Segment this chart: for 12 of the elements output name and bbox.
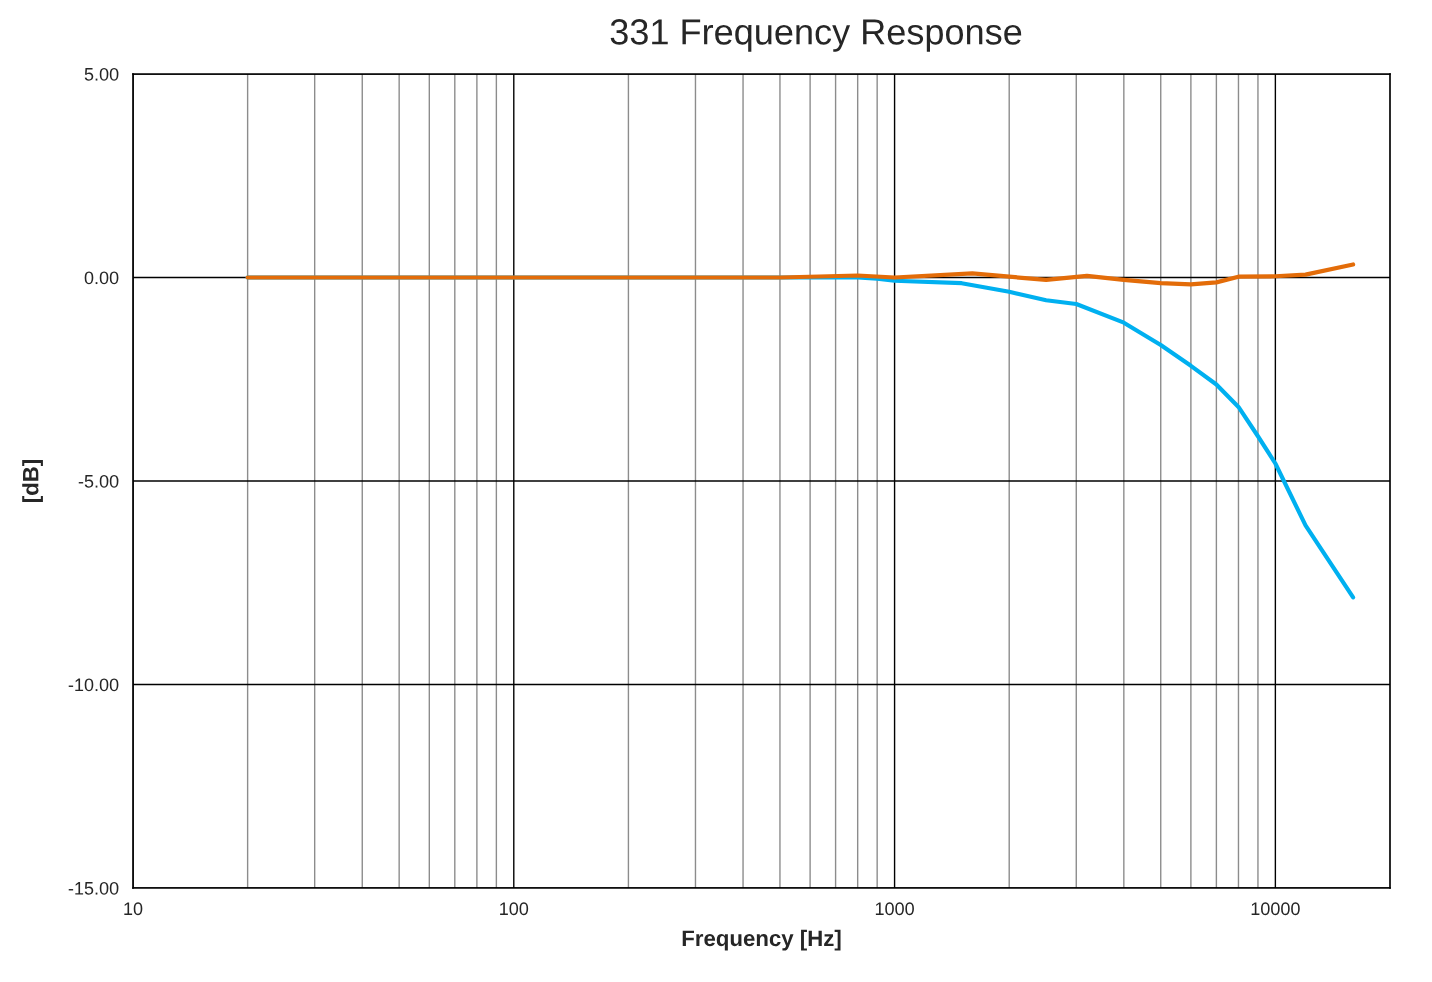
chart-title: 331 Frequency Response [610,19,1022,52]
x-tick-label: 1000 [875,902,914,916]
y-tick-label: 0.00 [84,271,119,285]
y-axis-title: [dB] [22,460,43,502]
x-tick-label: 100 [500,902,529,916]
y-tick-label: -5.00 [78,474,119,488]
y-tick-label: -10.00 [68,678,119,692]
y-tick-label: -15.00 [68,881,119,895]
x-axis-title: Frequency [Hz] [682,929,841,951]
x-tick-label: 10000 [1251,902,1300,916]
y-tick-label: 5.00 [84,67,119,81]
x-tick-label: 10 [124,902,143,916]
